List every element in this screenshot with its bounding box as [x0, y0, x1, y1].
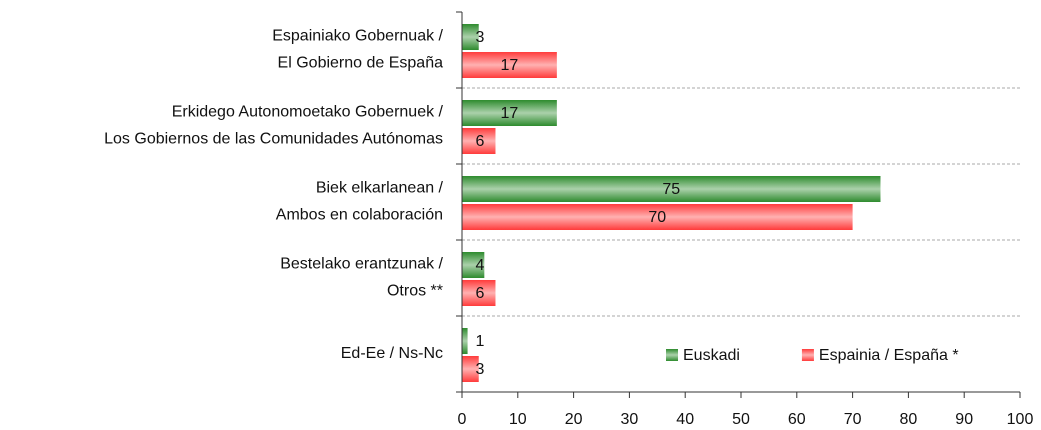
data-label: 3	[476, 361, 485, 378]
data-label: 70	[648, 209, 666, 226]
category-label: Los Gobiernos de las Comunidades Autónom…	[104, 131, 443, 148]
data-label: 17	[501, 57, 519, 74]
x-tick-label: 0	[458, 411, 467, 428]
bar	[462, 100, 557, 126]
category-label: Ed-Ee / Ns-Nc	[341, 345, 443, 362]
legend-swatch	[666, 349, 678, 361]
category-label: El Gobierno de España	[278, 55, 444, 72]
bar	[462, 204, 853, 230]
category-label: Erkidego Autonomoetako Gobernuek /	[172, 104, 444, 121]
bar	[462, 252, 485, 278]
legend-label: Espainia / España *	[819, 347, 959, 364]
category-label: Bestelako erantzunak /	[280, 256, 443, 273]
data-label: 17	[501, 105, 519, 122]
bar	[462, 328, 468, 354]
data-label: 75	[662, 181, 680, 198]
legend-label: Euskadi	[683, 347, 740, 364]
bar	[462, 52, 557, 78]
data-label: 6	[476, 133, 485, 150]
x-tick-label: 30	[621, 411, 639, 428]
x-tick-label: 20	[565, 411, 583, 428]
category-label: Biek elkarlanean /	[316, 180, 444, 197]
category-label: Espainiako Gobernuak /	[272, 28, 443, 45]
x-tick-label: 40	[676, 411, 694, 428]
bar	[462, 24, 479, 50]
x-tick-label: 60	[788, 411, 806, 428]
bar	[462, 356, 479, 382]
bar	[462, 176, 881, 202]
bar	[462, 280, 496, 306]
category-label: Ambos en colaboración	[276, 207, 443, 224]
data-label: 1	[476, 333, 485, 350]
x-tick-label: 80	[900, 411, 918, 428]
x-tick-label: 100	[1007, 411, 1034, 428]
x-tick-label: 70	[844, 411, 862, 428]
bar	[462, 128, 496, 154]
x-tick-label: 10	[509, 411, 527, 428]
data-label: 3	[476, 29, 485, 46]
category-label: Otros **	[387, 283, 443, 300]
data-label: 4	[476, 257, 485, 274]
x-tick-label: 90	[955, 411, 973, 428]
data-label: 6	[476, 285, 485, 302]
x-tick-label: 50	[732, 411, 750, 428]
legend-swatch	[801, 349, 814, 361]
